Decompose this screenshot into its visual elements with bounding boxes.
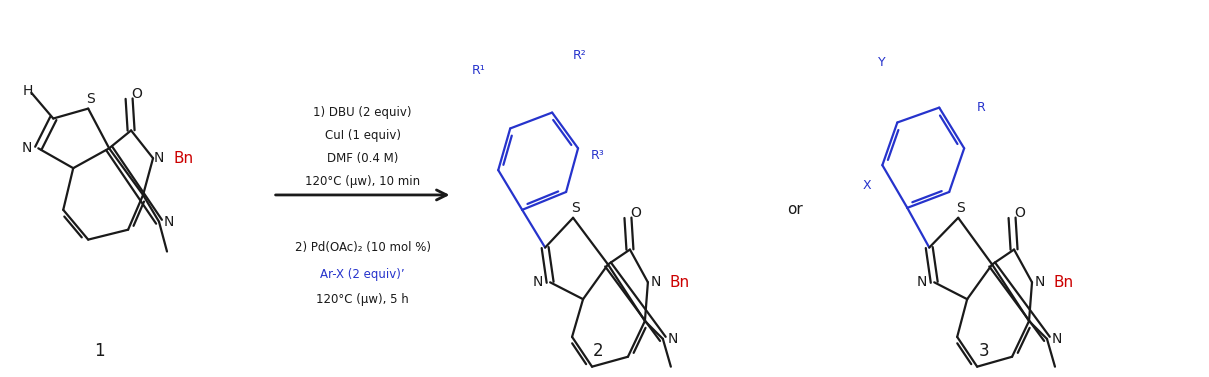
Text: H: H xyxy=(22,84,33,98)
Text: O: O xyxy=(1014,206,1025,220)
Text: 120°C (μw), 10 min: 120°C (μw), 10 min xyxy=(305,175,420,187)
Text: N: N xyxy=(533,275,543,289)
Text: 120°C (μw), 5 h: 120°C (μw), 5 h xyxy=(317,293,409,306)
Text: Bn: Bn xyxy=(670,275,690,290)
Text: R³: R³ xyxy=(591,149,604,162)
Text: Bn: Bn xyxy=(1054,275,1074,290)
Text: 1: 1 xyxy=(94,342,104,360)
Text: N: N xyxy=(650,275,661,289)
Text: O: O xyxy=(630,206,641,220)
Text: R: R xyxy=(977,101,985,114)
Text: Bn: Bn xyxy=(174,151,193,166)
Text: 2: 2 xyxy=(592,342,603,360)
Text: S: S xyxy=(571,201,579,215)
Text: O: O xyxy=(132,87,143,101)
Text: 2) Pd(OAc)₂ (10 mol %): 2) Pd(OAc)₂ (10 mol %) xyxy=(295,241,430,254)
Text: DMF (0.4 M): DMF (0.4 M) xyxy=(326,152,398,165)
Text: N: N xyxy=(667,332,678,346)
Text: or: or xyxy=(787,202,803,218)
Text: Y: Y xyxy=(878,57,885,69)
Text: CuI (1 equiv): CuI (1 equiv) xyxy=(324,129,400,142)
Text: R¹: R¹ xyxy=(472,64,485,77)
Text: X: X xyxy=(863,179,872,192)
Text: N: N xyxy=(163,215,174,229)
Text: N: N xyxy=(918,275,927,289)
Text: R²: R² xyxy=(573,49,586,63)
Text: 1) DBU (2 equiv): 1) DBU (2 equiv) xyxy=(313,106,412,119)
Text: S: S xyxy=(956,201,965,215)
Text: N: N xyxy=(154,151,164,165)
Text: N: N xyxy=(21,141,31,155)
Text: S: S xyxy=(86,92,94,106)
Text: N: N xyxy=(1035,275,1046,289)
Text: 3: 3 xyxy=(979,342,989,360)
Text: N: N xyxy=(1052,332,1063,346)
Text: Ar-X (2 equiv)’: Ar-X (2 equiv)’ xyxy=(320,268,405,281)
